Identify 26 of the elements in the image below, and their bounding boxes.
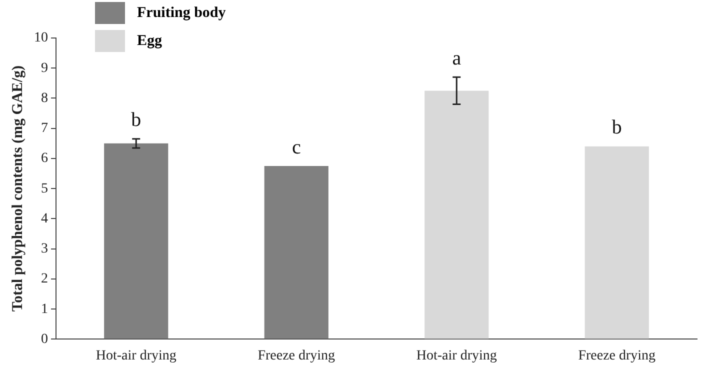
legend-label: Egg [137, 32, 162, 50]
y-tick-label: 10 [34, 30, 48, 46]
y-tick-label: 4 [41, 211, 48, 226]
y-tick-label: 3 [41, 242, 48, 257]
data-label: a [452, 47, 462, 70]
y-tick-label: 9 [41, 60, 48, 76]
bar [104, 143, 168, 339]
x-tick-label: Freeze drying [258, 348, 336, 364]
y-tick-label: 0 [41, 332, 48, 347]
bar [264, 166, 328, 339]
x-tick-label: Hot-air drying [96, 348, 176, 364]
legend-label: Fruiting body [137, 4, 226, 22]
data-label: b [131, 109, 142, 132]
y-tick-label: 7 [41, 121, 48, 136]
x-tick-label: Freeze drying [578, 348, 656, 364]
y-tick-label: 2 [41, 272, 48, 287]
y-tick-label: 1 [41, 302, 48, 317]
bar [424, 90, 489, 339]
bar [584, 146, 649, 339]
x-tick-label: Hot-air drying [416, 348, 497, 364]
data-label: b [612, 116, 622, 139]
y-tick-label: 6 [41, 151, 48, 166]
y-tick-label: 8 [41, 90, 48, 106]
data-label: c [292, 136, 301, 158]
y-axis-title: Total polyphenol contents (mg GAE/g) [10, 66, 26, 312]
y-tick-label: 5 [41, 181, 48, 196]
